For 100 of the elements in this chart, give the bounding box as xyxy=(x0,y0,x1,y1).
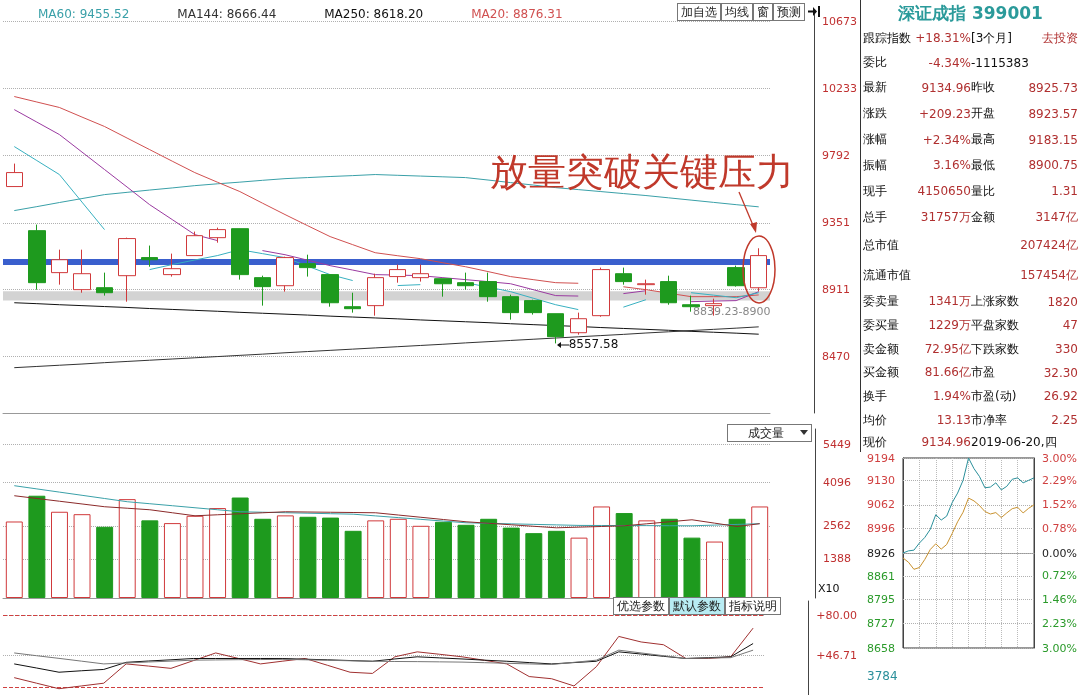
text: 1.31 xyxy=(1050,183,1078,201)
text: 量比 xyxy=(971,182,996,200)
y-tick-label: 4096 xyxy=(823,476,851,490)
text: 3784 xyxy=(867,669,898,683)
text: 32.30 xyxy=(1042,364,1078,382)
y-tick-label: 8926 xyxy=(867,546,895,560)
y-tick-label: +80.00 xyxy=(816,608,858,622)
text: MA60: 9455.52 xyxy=(38,7,130,21)
text: 总市值 xyxy=(863,236,900,254)
text: X10 xyxy=(818,582,840,595)
y2-tick-label: 0.00% xyxy=(1042,546,1078,560)
y-tick-label: 8658 xyxy=(867,641,895,655)
text: 9134.96 xyxy=(920,79,971,97)
text: 3.16% xyxy=(931,157,971,175)
text: 47 xyxy=(1061,317,1078,335)
text: MA20: 8876.31 xyxy=(471,7,563,21)
text: 1.94% xyxy=(931,388,971,406)
text: 72.95亿 xyxy=(923,340,971,358)
text: -4.34% xyxy=(927,54,971,72)
annotation: 放量突破关键压力 xyxy=(490,150,794,194)
text: 4150650 xyxy=(916,183,971,201)
y-tick-label: 9351 xyxy=(822,216,851,230)
y-tick-label: 9194 xyxy=(867,451,895,465)
text: 最低 xyxy=(971,156,996,174)
text: 跟踪指数 xyxy=(863,29,911,47)
text: 207424亿 xyxy=(1019,236,1078,254)
text: 涨跌 xyxy=(863,105,888,123)
text: 上涨家数 xyxy=(971,293,1020,311)
text: 开盘 xyxy=(971,105,996,123)
text: -1115383 xyxy=(971,54,1029,72)
y2-tick-label: 3.00% xyxy=(1042,641,1078,655)
y-tick-label: 8911 xyxy=(822,283,851,297)
text: 下跌家数 xyxy=(971,340,1020,358)
text: 1341万 xyxy=(927,293,971,311)
annotation: 指标说明 xyxy=(725,597,781,615)
y-tick-label: 9062 xyxy=(867,498,895,512)
annotation: 加自选 xyxy=(677,3,721,21)
text: 卖金额 xyxy=(863,340,900,358)
text: 市盈(动) xyxy=(971,387,1018,405)
text: 3147亿 xyxy=(1034,208,1078,226)
text: 平盘家数 xyxy=(971,317,1020,334)
y-tick-label: 2562 xyxy=(823,519,851,533)
text: 8925.73 xyxy=(1027,79,1078,97)
text: 81.66亿 xyxy=(923,364,971,382)
text: 委买量 xyxy=(863,317,900,334)
text: 市盈 xyxy=(971,364,996,382)
text: 2.25 xyxy=(1050,412,1078,430)
text: 涨幅 xyxy=(863,131,888,149)
y-tick-label: 9130 xyxy=(867,474,895,488)
y2-tick-label: 2.23% xyxy=(1042,617,1078,631)
y-tick-label: 8996 xyxy=(867,521,895,535)
text: 现手 xyxy=(863,182,888,200)
y2-tick-label: 2.29% xyxy=(1042,473,1078,487)
text: 现价 xyxy=(863,433,888,451)
text: 振幅 xyxy=(863,156,888,174)
text: 昨收 xyxy=(971,79,996,97)
y2-tick-label: 0.72% xyxy=(1042,569,1078,583)
y-tick-label: 5449 xyxy=(823,438,851,452)
y-tick-label: 1388 xyxy=(823,552,851,566)
text: 330 xyxy=(1054,341,1078,359)
text: 1820 xyxy=(1046,293,1078,311)
annotation: 默认参数 xyxy=(669,597,725,615)
text: 26.92 xyxy=(1042,388,1078,406)
y-tick-label: 8795 xyxy=(867,592,895,606)
y-tick-label: 8861 xyxy=(867,569,895,583)
annotation: 8557.58 xyxy=(568,337,619,352)
text: 13.13 xyxy=(935,412,971,430)
text: MA144: 8666.44 xyxy=(177,7,277,21)
y-tick-label: 10673 xyxy=(822,15,858,29)
y-tick-label: 8727 xyxy=(867,617,895,631)
annotation: 优选参数 xyxy=(613,597,669,615)
y2-tick-label: 3.00% xyxy=(1042,451,1078,465)
text: 流通市值 xyxy=(863,266,912,284)
text: 预测 xyxy=(773,3,805,21)
text: MA250: 8618.20 xyxy=(324,7,424,21)
text: 9183.15 xyxy=(1027,131,1078,149)
text: 8923.57 xyxy=(1027,105,1078,123)
text: 换手 xyxy=(863,387,888,405)
text: 去投资 xyxy=(1041,29,1078,47)
text: 9134.96 xyxy=(920,434,971,451)
text: 委卖量 xyxy=(863,293,900,311)
y2-tick-label: 1.46% xyxy=(1042,592,1078,606)
y2-tick-label: 1.52% xyxy=(1042,498,1078,512)
text: 8900.75 xyxy=(1027,157,1078,175)
text: 委比 xyxy=(863,54,888,72)
text: 2019-06-20,四 xyxy=(971,433,1057,451)
annotation: 均线 xyxy=(721,3,753,21)
text: 1229万 xyxy=(927,317,971,334)
y-tick-label: +46.71 xyxy=(816,649,858,663)
y-tick-label: 8470 xyxy=(822,350,851,364)
text: +209.23 xyxy=(917,105,971,123)
text: 均价 xyxy=(863,411,888,429)
dropdown: 成交量 xyxy=(727,424,812,442)
y-tick-label: 9792 xyxy=(822,149,851,163)
text: 买金额 xyxy=(863,364,900,382)
y-tick-label: 10233 xyxy=(822,82,858,96)
text: 157454亿 xyxy=(1019,266,1078,284)
y2-tick-label: 0.78% xyxy=(1042,521,1078,535)
text: 31757万 xyxy=(919,208,971,226)
text: 总手 xyxy=(863,208,888,226)
